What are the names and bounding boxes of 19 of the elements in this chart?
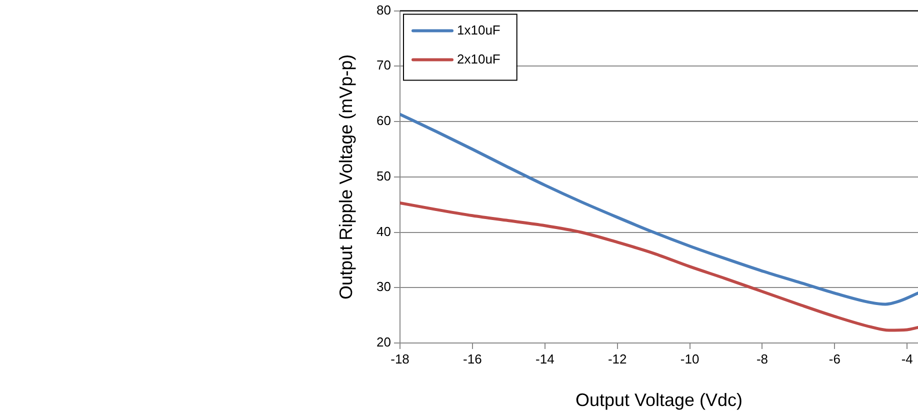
y-tick-label: 80 [376,2,391,18]
legend-label: 2x10uF [457,51,500,66]
x-tick-label: -12 [608,351,627,366]
x-tick-label: -18 [390,351,410,366]
y-tick-label: 30 [376,279,391,294]
x-tick-label: -8 [756,351,768,366]
legend-label: 1x10uF [457,22,500,38]
x-tick-label: -16 [463,351,482,366]
x-tick-label: -10 [680,351,700,366]
y-axis-title: Output Ripple Voltage (mVp-p) [336,54,356,300]
y-tick-label: 60 [376,113,391,128]
y-tick-label: 40 [376,224,391,239]
y-tick-label: 70 [376,58,391,73]
x-tick-label: -4 [901,351,913,366]
y-tick-label: 50 [376,168,391,184]
y-tick-label: 20 [376,334,391,350]
x-tick-label: -6 [828,351,840,366]
x-tick-label: -14 [535,351,554,366]
x-axis-title: Output Voltage (Vdc) [575,390,743,410]
